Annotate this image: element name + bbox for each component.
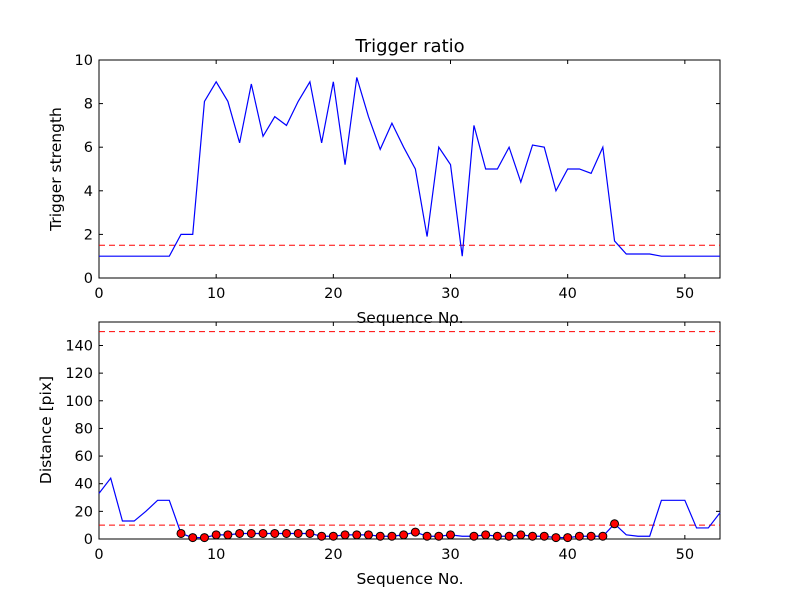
x-tick-label: 20 [324,547,342,563]
y-tick-label: 140 [65,338,93,354]
y-tick-label: 2 [84,227,93,243]
x-tick-label: 40 [558,547,576,563]
data-point [258,528,268,538]
data-point [270,528,280,538]
top-chart-xlabel: Sequence No. [356,309,463,327]
data-point [434,531,444,541]
data-point [363,530,373,540]
top-chart-frame [98,59,721,279]
y-tick-label: 100 [65,394,93,410]
data-point [539,531,549,541]
x-tick-label: 10 [207,547,225,563]
data-point [410,527,420,537]
y-tick-label: 0 [84,271,93,287]
x-tick-label: 10 [207,286,225,302]
data-point [387,531,397,541]
data-point [504,531,514,541]
data-point [375,531,385,541]
data-point [422,531,432,541]
data-point [481,530,491,540]
y-tick-label: 0 [84,532,93,548]
data-point [328,531,338,541]
bottom-chart-frame [98,321,721,540]
data-point [551,533,561,543]
x-tick-label: 0 [94,286,103,302]
y-tick-label: 8 [84,97,93,113]
data-point [317,531,327,541]
data-point [516,530,526,540]
data-point [399,530,409,540]
data-point [528,531,538,541]
x-tick-label: 50 [676,547,694,563]
data-point [281,528,291,538]
top-chart-ylabel: Trigger strength [47,107,65,232]
y-tick-label: 4 [84,184,93,200]
x-tick-label: 40 [558,286,576,302]
data-point [574,531,584,541]
bottom-chart: Sequence No. Distance [pix] 0 10 20 30 40 50 0… [37,321,721,588]
y-tick-label: 6 [84,140,93,156]
y-tick-label: 40 [75,477,93,493]
x-tick-label: 50 [676,286,694,302]
data-point [340,530,350,540]
data-point [223,530,233,540]
y-tick-label: 120 [65,366,93,382]
data-point [199,533,209,543]
data-point [305,528,315,538]
data-point [598,531,608,541]
data-point [352,530,362,540]
y-tick-label: 20 [75,504,93,520]
data-point [446,530,456,540]
x-tick-label: 20 [324,286,342,302]
data-point [188,533,198,543]
data-point [246,528,256,538]
top-chart: Trigger ratio Sequence No. Trigger stren… [47,36,721,327]
data-point [563,533,573,543]
data-point [469,531,479,541]
top-chart-title: Trigger ratio [354,36,464,57]
x-tick-label: 0 [94,547,103,563]
data-point [586,531,596,541]
data-point [492,531,502,541]
bottom-chart-ylabel: Distance [pix] [37,376,55,484]
top-series-line [99,77,720,257]
x-tick-label: 30 [441,547,459,563]
y-tick-label: 10 [75,53,93,69]
data-point [211,530,221,540]
y-tick-label: 80 [75,421,93,437]
bottom-chart-xlabel: Sequence No. [356,570,463,588]
data-point [176,528,186,538]
data-point [610,519,620,529]
bottom-series-line [98,476,721,539]
y-tick-label: 60 [75,449,93,465]
data-point [235,528,245,538]
x-tick-label: 30 [441,286,459,302]
data-point [293,528,303,538]
